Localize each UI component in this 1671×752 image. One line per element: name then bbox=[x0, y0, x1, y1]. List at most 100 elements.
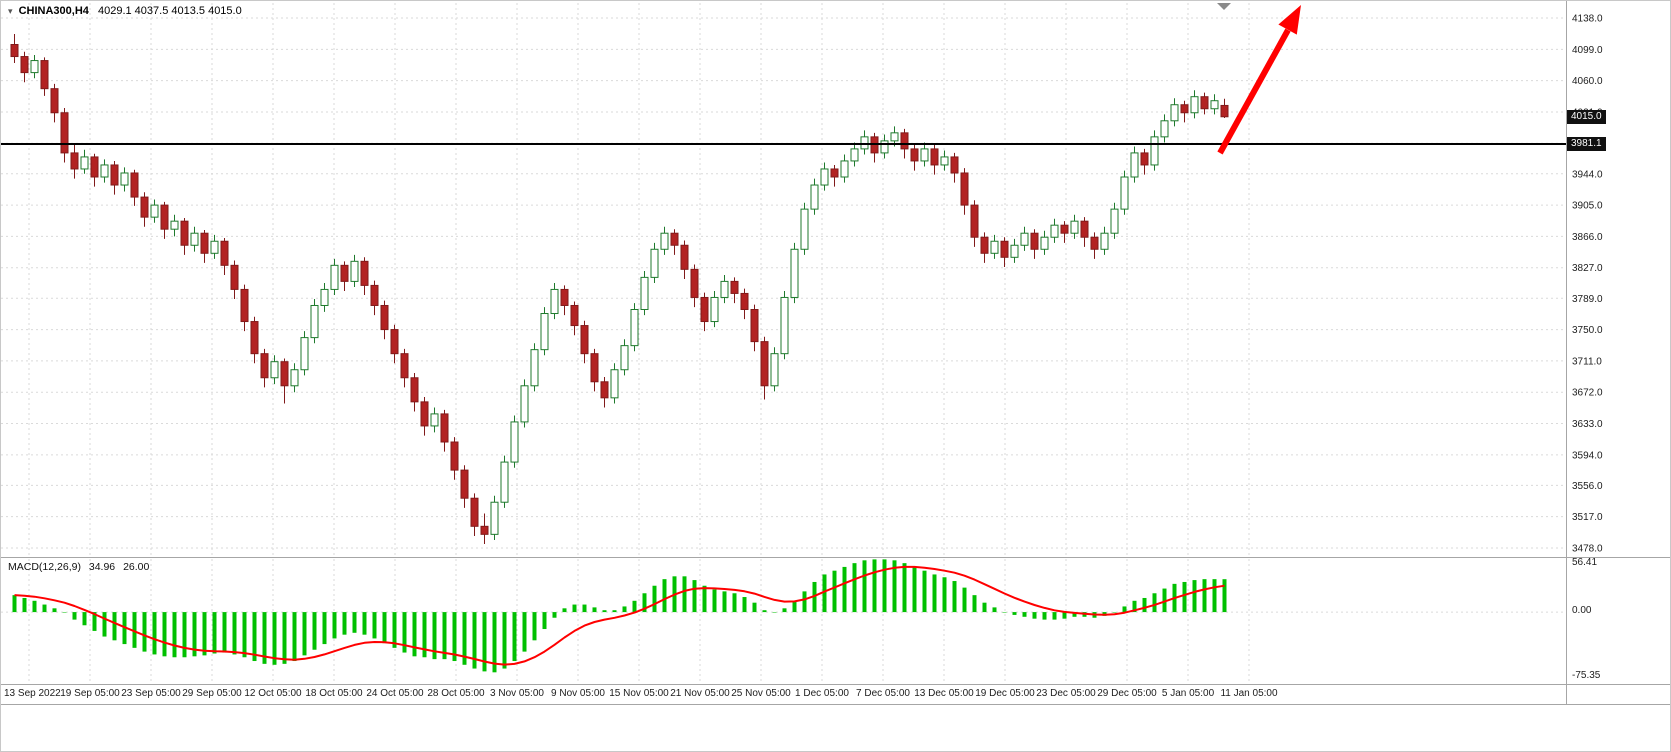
bear-candle bbox=[240, 288, 249, 323]
macd-histogram-bar bbox=[632, 600, 637, 613]
bull-candle bbox=[1130, 152, 1139, 178]
bull-candle bbox=[860, 136, 869, 150]
macd-histogram-bar bbox=[292, 612, 297, 662]
macd-histogram-bar bbox=[872, 559, 877, 613]
bear-candle bbox=[130, 172, 139, 198]
chart-shift-marker[interactable] bbox=[1217, 3, 1231, 10]
bull-candle bbox=[320, 288, 329, 306]
price-axis-label: 3478.0 bbox=[1572, 544, 1603, 555]
time-axis-label: 11 Jan 05:00 bbox=[1220, 688, 1278, 699]
macd-histogram-bar bbox=[302, 612, 307, 656]
bear-candle bbox=[900, 132, 909, 150]
macd-histogram-bar bbox=[842, 566, 847, 613]
bear-candle bbox=[390, 329, 399, 355]
macd-histogram-bar bbox=[472, 612, 477, 669]
macd-histogram-bar bbox=[182, 612, 187, 658]
bear-candle bbox=[1220, 104, 1229, 118]
bull-candle bbox=[1210, 100, 1219, 110]
macd-histogram-bar bbox=[752, 602, 757, 613]
bear-candle bbox=[250, 321, 259, 355]
bull-candle bbox=[270, 361, 279, 379]
bull-candle bbox=[1170, 104, 1179, 122]
macd-histogram-bar bbox=[102, 612, 107, 637]
macd-histogram-bar bbox=[272, 612, 277, 665]
macd-histogram-bar bbox=[552, 612, 557, 618]
macd-signal-line bbox=[14, 565, 1225, 666]
macd-histogram-bar bbox=[502, 612, 507, 669]
macd-histogram-bar bbox=[362, 612, 367, 635]
macd-histogram-bar bbox=[742, 597, 747, 613]
bear-candle bbox=[160, 204, 169, 230]
bear-candle bbox=[230, 264, 239, 290]
trend-arrow-head[interactable] bbox=[1278, 5, 1301, 35]
macd-histogram-bar bbox=[172, 612, 177, 658]
bear-candle bbox=[370, 284, 379, 306]
macd-histogram-bar bbox=[1222, 579, 1227, 613]
macd-histogram-bar bbox=[222, 612, 227, 653]
macd-histogram-bar bbox=[922, 570, 927, 613]
time-axis-label: 19 Dec 05:00 bbox=[975, 688, 1035, 699]
time-axis-label: 23 Sep 05:00 bbox=[121, 688, 181, 699]
macd-histogram-bar bbox=[232, 612, 237, 655]
bull-candle bbox=[350, 260, 359, 282]
macd-histogram-bar bbox=[1112, 612, 1117, 613]
bull-candle bbox=[170, 220, 179, 230]
macd-histogram-bar bbox=[852, 563, 857, 613]
macd-histogram-bar bbox=[52, 608, 57, 613]
bull-candle bbox=[1020, 232, 1029, 246]
macd-histogram-bar bbox=[782, 608, 787, 613]
macd-histogram-bar bbox=[802, 591, 807, 613]
macd-histogram-bar bbox=[82, 612, 87, 626]
macd-histogram-bar bbox=[42, 604, 47, 613]
macd-histogram-bar bbox=[22, 597, 27, 613]
macd-histogram-bar bbox=[492, 612, 497, 673]
macd-histogram-bar bbox=[792, 600, 797, 613]
macd-histogram-bar bbox=[1042, 612, 1047, 620]
macd-histogram-bar bbox=[572, 604, 577, 613]
macd-histogram-bar bbox=[312, 612, 317, 650]
bull-candle bbox=[300, 337, 309, 371]
time-axis-label: 13 Sep 2022 bbox=[4, 688, 61, 699]
price-axis-label: 4099.0 bbox=[1572, 45, 1603, 56]
bull-candle bbox=[640, 276, 649, 310]
bull-candle bbox=[620, 345, 629, 371]
bear-candle bbox=[700, 296, 709, 323]
macd-histogram-bar bbox=[912, 566, 917, 613]
macd-histogram-bar bbox=[542, 612, 547, 630]
macd-histogram-bar bbox=[832, 570, 837, 613]
macd-histogram-bar bbox=[1072, 612, 1077, 617]
bull-candle bbox=[1160, 120, 1169, 138]
bear-candle bbox=[20, 56, 29, 74]
bull-candle bbox=[1040, 236, 1049, 250]
bear-candle bbox=[360, 260, 369, 286]
chart-menu-icon[interactable]: ▾ bbox=[8, 6, 13, 16]
macd-histogram-bar bbox=[592, 607, 597, 613]
bull-candle bbox=[490, 501, 499, 535]
macd-histogram-bar bbox=[12, 595, 17, 613]
time-axis-label: 18 Oct 05:00 bbox=[305, 688, 363, 699]
bear-candle bbox=[1200, 96, 1209, 110]
bear-candle bbox=[440, 413, 449, 443]
macd-histogram-bar bbox=[162, 612, 167, 657]
macd-histogram-bar bbox=[142, 612, 147, 652]
bull-candle bbox=[770, 353, 779, 387]
macd-histogram-bar bbox=[992, 607, 997, 613]
bull-candle bbox=[310, 304, 319, 339]
bear-candle bbox=[690, 268, 699, 298]
macd-signal-value: 26.00 bbox=[123, 561, 150, 573]
trend-arrow-shaft[interactable] bbox=[1217, 28, 1291, 155]
macd-histogram-bar bbox=[762, 610, 767, 613]
bull-candle bbox=[840, 160, 849, 178]
time-axis-label: 9 Nov 05:00 bbox=[551, 688, 605, 699]
bull-candle bbox=[940, 156, 949, 166]
macd-histogram-bar bbox=[322, 612, 327, 645]
macd-histogram-bar bbox=[612, 610, 617, 613]
macd-histogram-bar bbox=[382, 612, 387, 644]
time-axis-label: 21 Nov 05:00 bbox=[670, 688, 730, 699]
macd-histogram-bar bbox=[942, 577, 947, 613]
bear-candle bbox=[460, 469, 469, 499]
bear-candle bbox=[1090, 236, 1099, 250]
bull-candle bbox=[790, 248, 799, 298]
bear-candle bbox=[1140, 152, 1149, 166]
